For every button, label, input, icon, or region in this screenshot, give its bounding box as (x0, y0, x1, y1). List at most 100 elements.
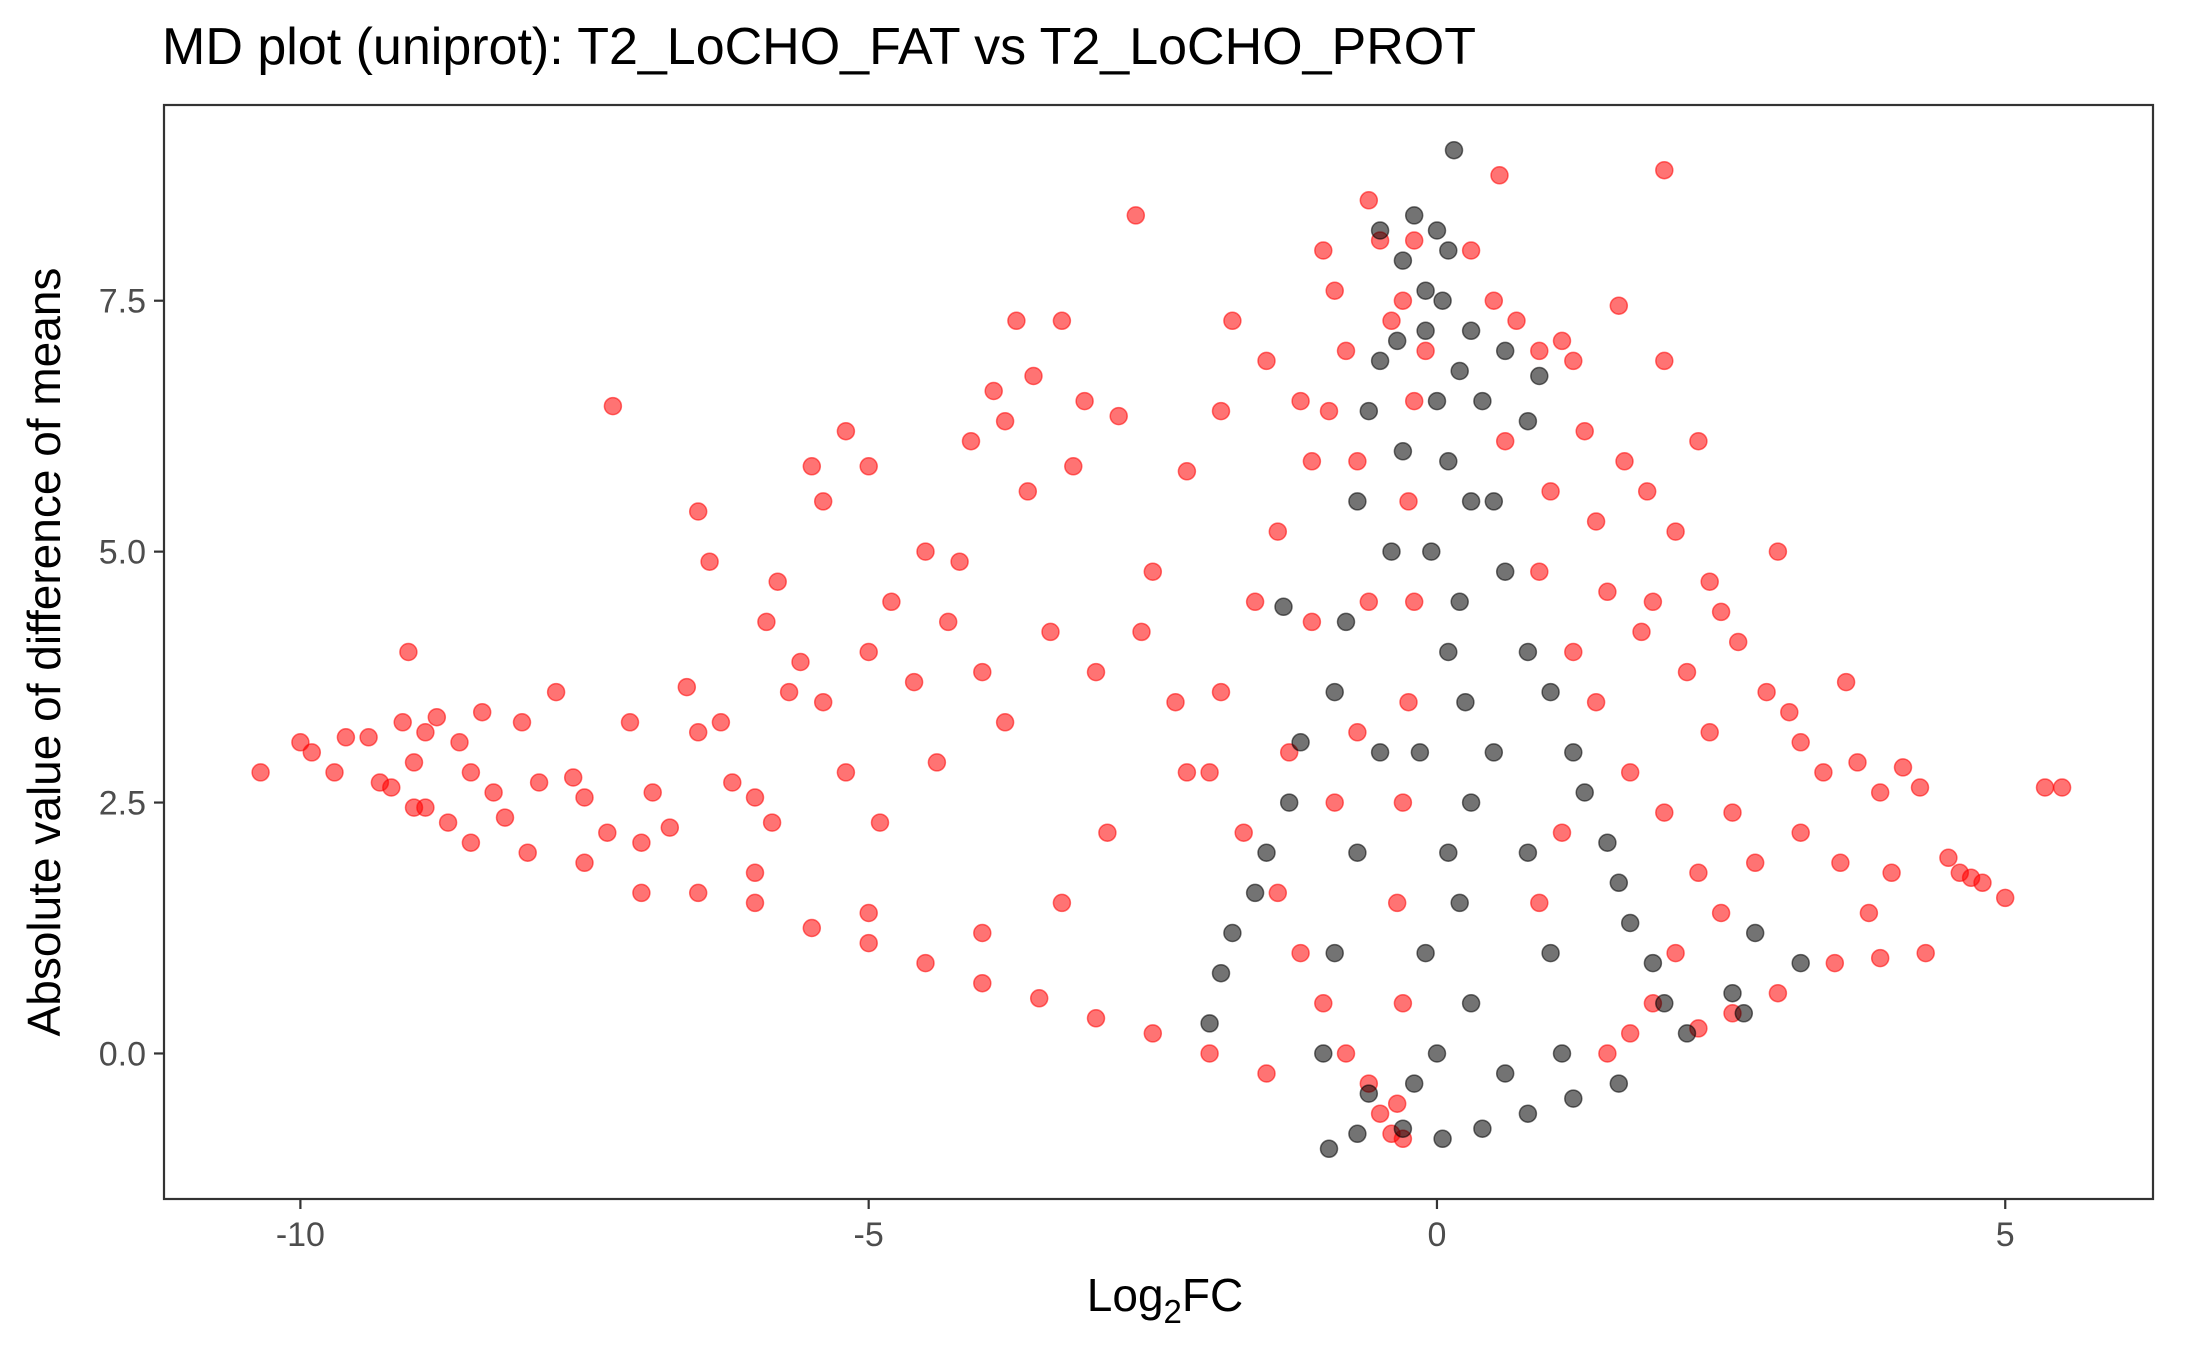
data-point (973, 662, 992, 682)
data-point (1677, 1024, 1697, 1043)
data-point (1916, 943, 1935, 963)
data-point (1325, 281, 1344, 300)
data-point (1359, 592, 1379, 612)
data-point (643, 783, 662, 802)
data-point (984, 381, 1003, 401)
data-point (359, 728, 378, 747)
data-point (1393, 251, 1413, 270)
data-point (1575, 783, 1594, 802)
data-point (1939, 848, 1958, 868)
data-point (1575, 421, 1594, 441)
data-point (1314, 994, 1333, 1013)
data-point (603, 396, 623, 416)
data-point (1336, 612, 1356, 632)
data-point (1541, 943, 1560, 963)
data-point (1325, 682, 1344, 702)
data-point (1655, 803, 1674, 822)
data-point (1393, 994, 1413, 1013)
y-tick-label: 2.5 (99, 785, 146, 823)
data-point (563, 768, 583, 787)
data-point (1598, 1044, 1617, 1063)
data-point (1399, 492, 1418, 511)
data-point (1223, 923, 1242, 943)
data-point (1086, 662, 1106, 682)
data-point (1348, 1124, 1367, 1144)
data-point (1200, 1014, 1219, 1033)
data-point (1564, 743, 1583, 762)
data-point (1507, 311, 1526, 331)
data-point (745, 893, 765, 913)
data-point (859, 933, 878, 953)
data-point (1007, 311, 1026, 331)
data-point (1444, 140, 1464, 160)
data-point (1279, 793, 1299, 812)
data-point (1177, 462, 1197, 481)
data-point (1404, 206, 1424, 225)
data-point (1268, 883, 1288, 903)
data-point (1456, 692, 1475, 712)
data-point (1433, 291, 1452, 310)
data-point (336, 728, 356, 747)
data-point (1637, 482, 1657, 501)
data-point (461, 833, 481, 852)
data-point (1302, 452, 1322, 471)
data-point (1348, 843, 1367, 862)
x-axis: -10 -5 0 5 (276, 1199, 2015, 1254)
data-point (518, 843, 537, 862)
data-point (1655, 994, 1674, 1013)
data-point (1416, 281, 1435, 300)
data-point (1484, 743, 1504, 762)
data-point (1473, 391, 1492, 411)
data-point (1370, 1104, 1390, 1123)
data-point (961, 431, 981, 451)
data-point (802, 918, 822, 938)
data-point (1325, 943, 1344, 963)
data-point (723, 773, 742, 792)
data-point (1461, 793, 1481, 812)
data-point (1109, 406, 1128, 426)
data-point (1711, 602, 1731, 622)
data-point (1728, 632, 1748, 652)
data-point (1234, 823, 1253, 842)
data-point (1910, 778, 1930, 797)
data-point (1439, 642, 1458, 662)
data-point (1359, 401, 1379, 421)
data-point (1689, 431, 1708, 451)
data-point (2035, 778, 2055, 797)
data-point (1609, 1074, 1629, 1093)
data-point (916, 953, 935, 973)
data-point (1319, 401, 1339, 421)
data-point (688, 883, 708, 903)
y-tick-label: 0.0 (99, 1035, 146, 1073)
data-point (1723, 803, 1742, 822)
data-point (1791, 733, 1810, 752)
data-point (1564, 351, 1583, 371)
data-point (882, 592, 901, 612)
x-axis-label-tail: FC (1182, 1269, 1243, 1321)
x-axis-label: Log2FC (1087, 1269, 1243, 1330)
data-point (1461, 994, 1481, 1013)
data-point (1404, 231, 1424, 250)
data-point (1098, 823, 1117, 842)
data-point (745, 788, 765, 807)
x-axis-label-subscript: 2 (1164, 1293, 1182, 1330)
y-axis: 0.0 2.5 5.0 7.5 (99, 283, 164, 1073)
data-point (598, 823, 617, 842)
data-point (1086, 1009, 1106, 1028)
data-point (632, 883, 651, 903)
data-point (1404, 1074, 1424, 1093)
data-point (1427, 391, 1447, 411)
data-point (950, 552, 969, 571)
data-point (1450, 893, 1469, 913)
data-point (1393, 793, 1413, 812)
data-point (1552, 1044, 1572, 1063)
data-point (1700, 723, 1719, 742)
data-point (1495, 341, 1515, 361)
data-point (904, 672, 924, 692)
data-point (1404, 391, 1424, 411)
data-point (1973, 873, 1992, 893)
data-point (1825, 953, 1845, 973)
data-point (1870, 783, 1890, 802)
data-point (1598, 833, 1617, 852)
data-point (1325, 793, 1344, 812)
